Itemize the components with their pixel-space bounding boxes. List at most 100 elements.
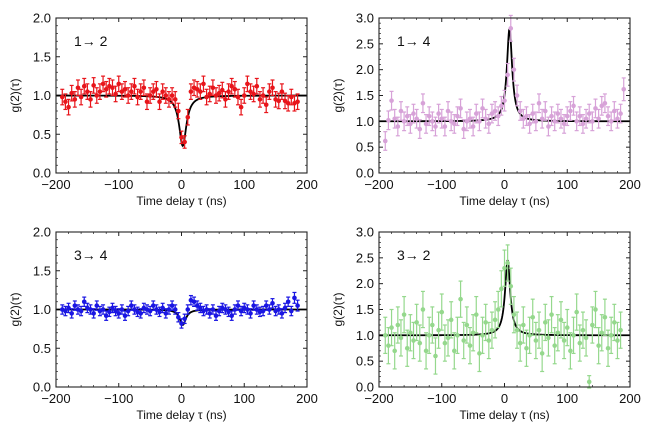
marker bbox=[590, 322, 595, 328]
data-point bbox=[411, 321, 416, 360]
marker bbox=[100, 81, 106, 87]
marker bbox=[508, 26, 514, 31]
marker bbox=[464, 322, 470, 328]
marker bbox=[270, 85, 275, 91]
data-point bbox=[66, 98, 71, 116]
data-point bbox=[499, 95, 504, 116]
data-point bbox=[430, 306, 435, 344]
data-point bbox=[169, 87, 175, 104]
marker bbox=[398, 335, 404, 341]
data-point bbox=[188, 83, 194, 100]
y-tick-label: 2.0 bbox=[33, 225, 51, 240]
marker bbox=[188, 89, 194, 94]
data-point bbox=[549, 295, 554, 334]
data-point bbox=[533, 111, 539, 132]
y-tick-label: 0.0 bbox=[33, 380, 51, 395]
marker bbox=[621, 87, 627, 92]
x-tick-label: 200 bbox=[296, 177, 318, 192]
data-point bbox=[132, 304, 137, 315]
data-point bbox=[78, 88, 84, 106]
x-tick-label: 200 bbox=[619, 177, 641, 192]
data-point bbox=[536, 93, 542, 114]
data-point bbox=[448, 111, 454, 132]
marker bbox=[276, 307, 282, 312]
y-tick-label: 0.5 bbox=[356, 354, 374, 369]
data-point bbox=[411, 103, 416, 124]
marker bbox=[129, 89, 134, 94]
marker bbox=[204, 307, 209, 312]
marker bbox=[552, 343, 557, 348]
marker bbox=[602, 100, 608, 106]
data-point bbox=[542, 303, 548, 342]
x-tick-label: 100 bbox=[556, 391, 578, 406]
marker bbox=[138, 311, 144, 316]
marker bbox=[514, 327, 520, 333]
y-tick-label: 1.5 bbox=[33, 263, 51, 278]
marker bbox=[452, 348, 457, 354]
data-point bbox=[179, 130, 184, 145]
marker bbox=[433, 353, 438, 359]
data-point bbox=[492, 301, 498, 339]
data-point bbox=[464, 306, 470, 344]
data-point bbox=[483, 108, 488, 129]
plot-frame bbox=[55, 17, 308, 174]
data-point bbox=[580, 311, 586, 349]
data-point bbox=[502, 89, 507, 112]
marker bbox=[119, 89, 125, 94]
data-point bbox=[561, 321, 567, 360]
marker bbox=[596, 116, 601, 122]
x-tick-label: 0 bbox=[178, 177, 185, 192]
marker bbox=[116, 81, 122, 87]
data-point bbox=[458, 280, 463, 318]
data-point bbox=[568, 101, 573, 121]
marker bbox=[571, 333, 576, 338]
data-point bbox=[176, 102, 181, 120]
data-point bbox=[389, 90, 394, 111]
marker bbox=[63, 99, 68, 104]
data-point bbox=[216, 84, 222, 102]
marker bbox=[263, 303, 269, 308]
data-point bbox=[511, 57, 517, 82]
data-point bbox=[129, 83, 134, 100]
data-point bbox=[260, 305, 266, 317]
y-tick-label: 2.0 bbox=[33, 11, 51, 26]
marker bbox=[511, 312, 517, 317]
data-point bbox=[433, 116, 438, 137]
marker bbox=[414, 320, 419, 325]
marker bbox=[558, 317, 564, 323]
x-tick-label: −200 bbox=[364, 391, 393, 406]
marker bbox=[433, 124, 438, 129]
marker bbox=[477, 119, 482, 124]
data-point bbox=[295, 299, 300, 312]
data-point bbox=[263, 96, 269, 114]
data-point bbox=[536, 311, 542, 349]
x-tick-label: −100 bbox=[104, 391, 133, 406]
marker bbox=[495, 307, 501, 312]
data-point bbox=[201, 75, 206, 93]
marker bbox=[182, 316, 187, 322]
data-point bbox=[100, 75, 106, 93]
marker bbox=[216, 90, 222, 96]
data-point bbox=[172, 304, 178, 315]
marker bbox=[191, 299, 197, 305]
x-tick-label: −200 bbox=[364, 177, 393, 192]
marker bbox=[113, 91, 118, 97]
marker bbox=[267, 89, 272, 94]
marker bbox=[555, 330, 561, 336]
marker bbox=[612, 320, 617, 325]
data-point bbox=[254, 77, 260, 95]
panel-3: 0.0 0.5 1.0 1.5 2.0 −200 −100 0 100 200 3→ 4 Time d… bbox=[8, 225, 318, 423]
panel-label: 1→ 2 bbox=[74, 33, 108, 49]
data-point bbox=[499, 270, 504, 308]
data-point bbox=[473, 295, 479, 334]
marker bbox=[166, 307, 172, 312]
marker bbox=[411, 338, 416, 343]
marker bbox=[279, 311, 285, 316]
marker bbox=[91, 83, 96, 88]
data-point bbox=[289, 305, 294, 317]
panel-label: 3→ 2 bbox=[397, 247, 431, 263]
plot-frame bbox=[55, 231, 308, 388]
panel-label: 3→ 4 bbox=[74, 247, 108, 263]
marker bbox=[172, 307, 178, 312]
marker bbox=[436, 111, 441, 116]
